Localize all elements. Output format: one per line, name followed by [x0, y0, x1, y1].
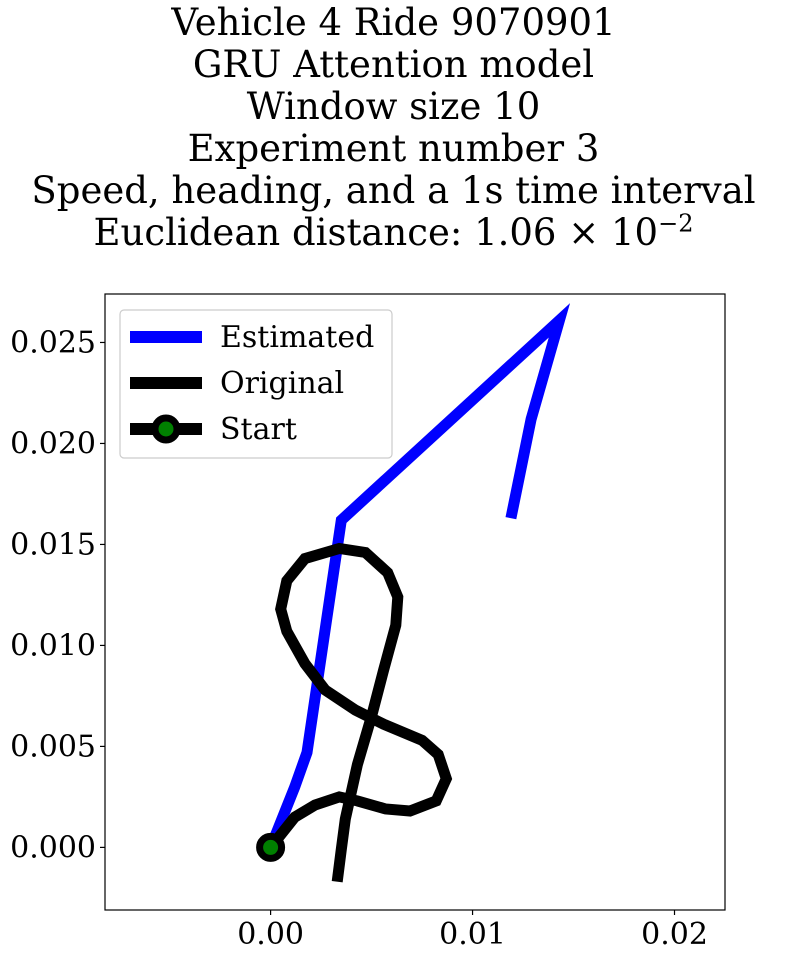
distance-exponent: −2	[658, 209, 694, 238]
legend-swatch-start-marker	[151, 414, 181, 444]
legend-label-estimated: Estimated	[220, 320, 374, 355]
title-line-features: Speed, heading, and a 1s time interval	[31, 169, 756, 212]
series-layer	[265, 303, 571, 883]
x-axis: 0.00 0.01 0.02	[237, 910, 708, 952]
start-marker	[256, 832, 286, 862]
title-line-distance: Euclidean distance: 1.06 × 10−2	[0, 212, 787, 254]
title-line-model: GRU Attention model	[192, 43, 595, 86]
y-tick-label: 0.000	[10, 830, 96, 865]
title-line-vehicle: Vehicle 4 Ride 9070901	[171, 1, 616, 44]
distance-label: Euclidean distance: 1.06 × 10	[93, 211, 659, 254]
y-tick-label: 0.020	[10, 426, 96, 461]
marker-layer	[256, 832, 286, 862]
y-tick-label: 0.025	[10, 325, 96, 360]
legend: Estimated Original Start	[119, 309, 393, 459]
x-tick-label: 0.02	[641, 917, 708, 952]
y-tick-label: 0.010	[10, 628, 96, 663]
title-line-experiment: Experiment number 3	[187, 127, 600, 170]
plot-frame	[104, 293, 726, 911]
legend-frame	[119, 309, 393, 459]
y-tick-label: 0.015	[10, 527, 96, 562]
chart-title: Vehicle 4 Ride 9070901 GRU Attention mod…	[0, 2, 787, 254]
legend-label-start: Start	[220, 412, 297, 447]
legend-label-original: Original	[220, 366, 344, 401]
series-line-estimated	[265, 303, 571, 850]
x-tick-label: 0.01	[439, 917, 506, 952]
title-line-window: Window size 10	[246, 85, 541, 128]
y-axis: 0.000 0.005 0.010 0.015 0.020 0.025	[10, 325, 105, 865]
series-line-original	[266, 542, 453, 883]
y-tick-label: 0.005	[10, 729, 96, 764]
x-tick-label: 0.00	[237, 917, 304, 952]
